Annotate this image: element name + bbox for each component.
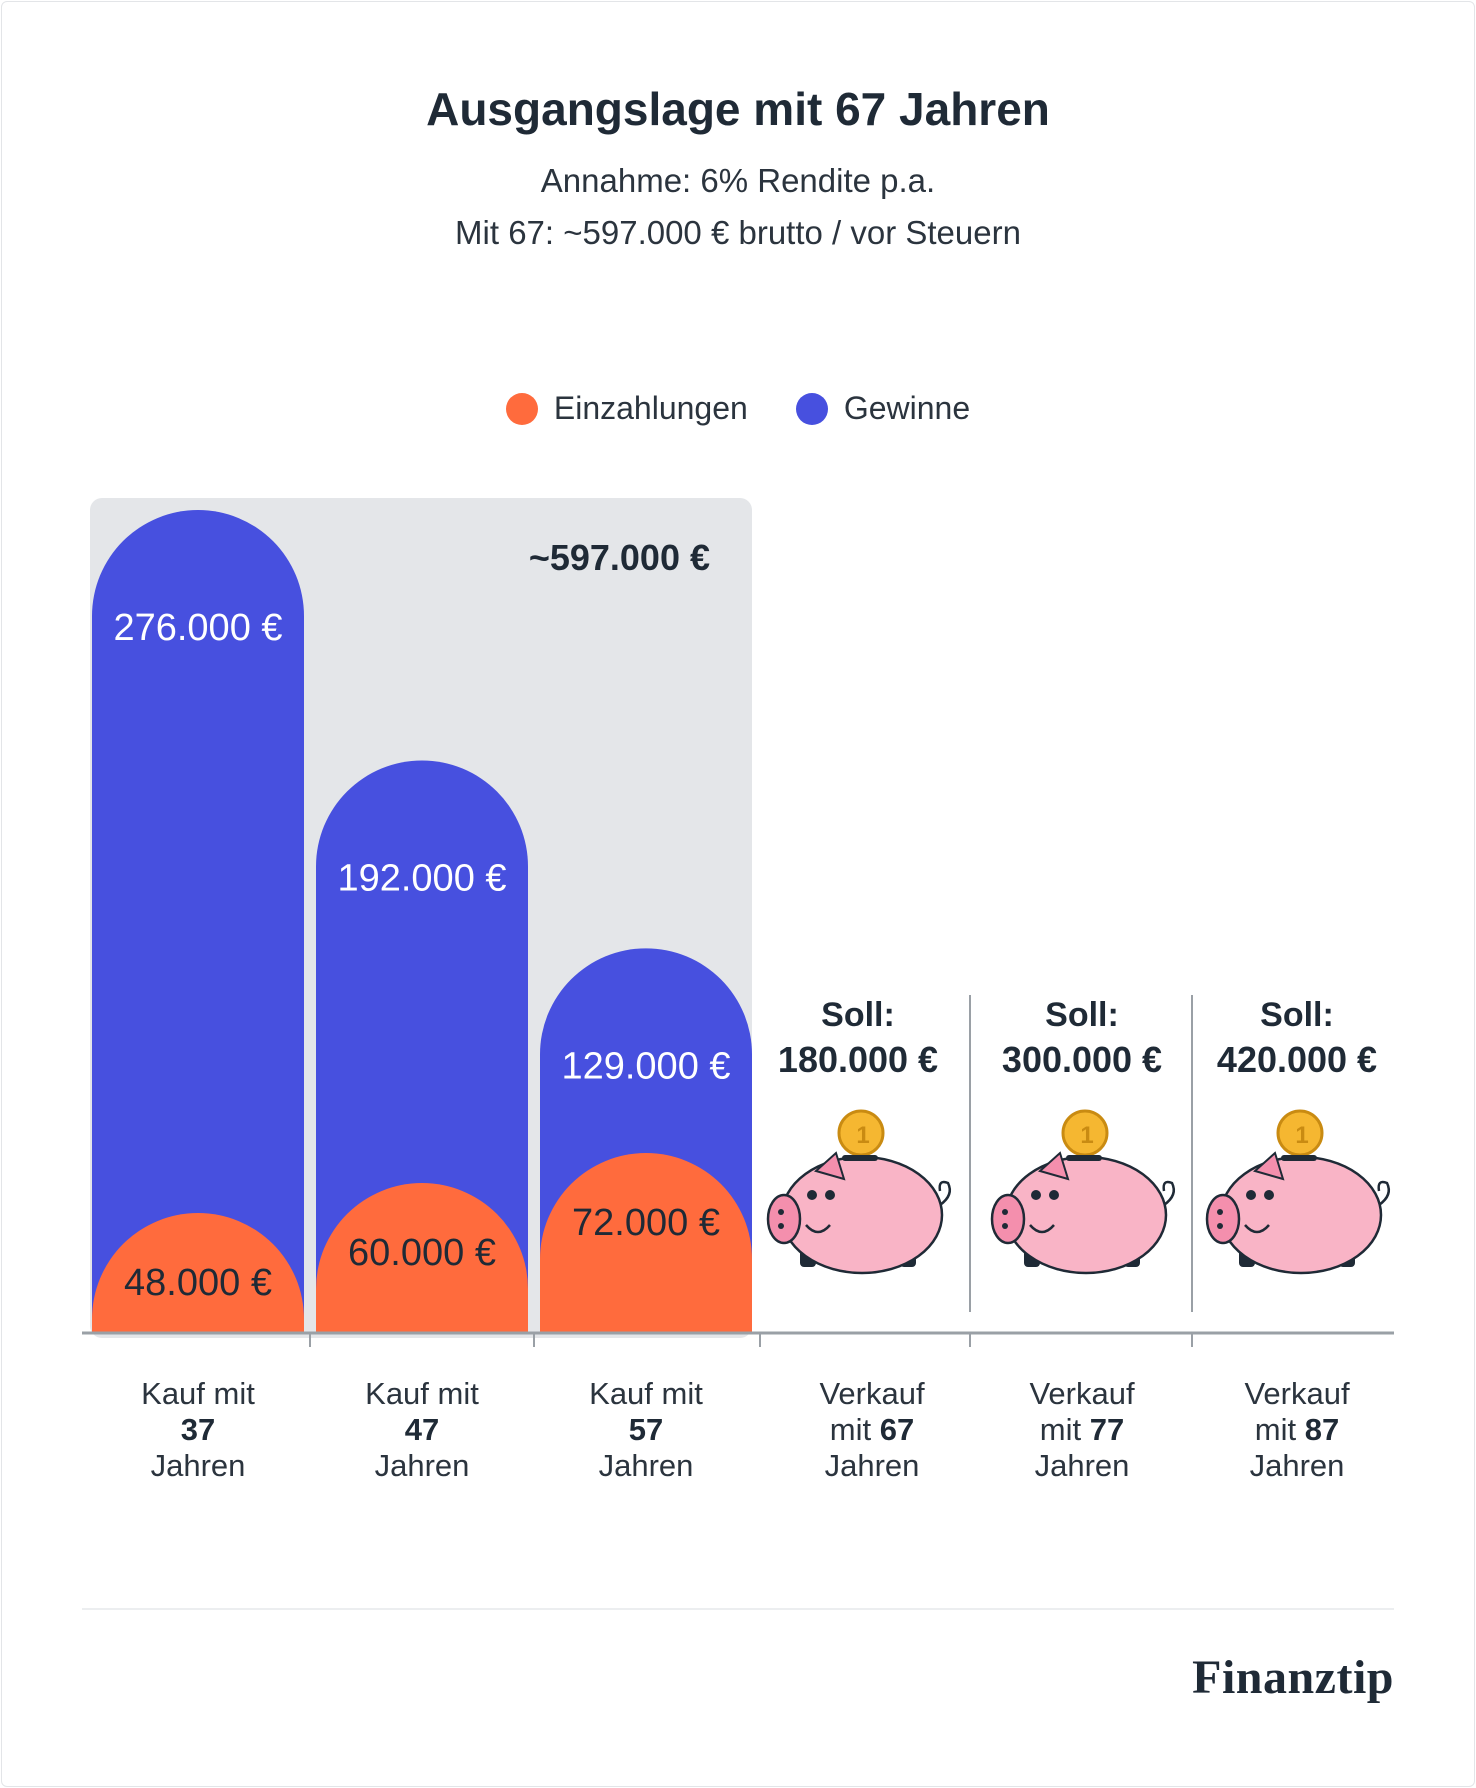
brand-logo: Finanztip [1192,1651,1394,1704]
legend-label-einzahlungen: Einzahlungen [553,390,748,426]
target-soll-label-1: Soll: [1045,996,1119,1034]
piggy-icon-0 [780,1155,944,1275]
piggy-ear-1 [1037,1151,1070,1181]
target-value-1: 300.000 € [1002,1039,1162,1080]
x-label-mit-4: mit [1040,1412,1090,1447]
piggy-nostril-a-1 [1002,1209,1008,1215]
piggy-nostril-b-2 [1217,1223,1223,1229]
x-label-line3-3: Jahren [825,1448,920,1483]
x-label-line2-3: mit 67 [830,1412,914,1447]
x-label-line3-4: Jahren [1035,1448,1130,1483]
x-label-line1-4: Verkauf [1029,1376,1135,1411]
piggy-icon-1 [1004,1155,1168,1275]
target-soll-label-2: Soll: [1260,996,1334,1034]
x-label-line1-1: Kauf mit [365,1376,479,1411]
piggy-tail-2 [1377,1180,1390,1207]
bar-einzahlungen-2 [540,1153,752,1333]
x-label-line3-5: Jahren [1250,1448,1345,1483]
piggy-tail-1 [1162,1180,1175,1207]
x-label-line1-0: Kauf mit [141,1376,255,1411]
chart-title: Ausgangslage mit 67 Jahren [426,83,1050,135]
piggy-eye-a-1 [1031,1190,1041,1200]
bar-chart: ~597.000 € 276.000 € 48.000 € 192.000 € 60.0… [82,498,1394,1483]
piggy-tail-0 [938,1180,951,1207]
legend-item-gewinne: Gewinne [795,390,971,427]
x-label-line2-0: 37 [181,1412,215,1447]
x-label-line2-5: mit 87 [1255,1412,1339,1447]
x-label-line2-2: 57 [629,1412,663,1447]
piggy-snout-2 [1205,1193,1241,1245]
piggy-eye-a-0 [807,1190,817,1200]
target-value-0: 180.000 € [778,1039,938,1080]
piggy-slot-2 [1281,1155,1317,1161]
piggy-eye-a-2 [1246,1190,1256,1200]
piggy-eye-b-1 [1049,1190,1059,1200]
label-einzahlungen-2: 72.000 € [572,1202,720,1244]
x-label-line3-2: Jahren [599,1448,694,1483]
x-label-mit-3: mit [830,1412,880,1447]
target-value-2: 420.000 € [1217,1039,1377,1080]
target-soll-label-0: Soll: [821,996,895,1034]
label-gewinne-0: 276.000 € [113,607,282,649]
piggy-smile-0 [805,1224,831,1234]
legend-label-gewinne: Gewinne [843,390,971,426]
piggy-nostril-b-0 [778,1223,784,1229]
piggy-nostril-a-2 [1217,1209,1223,1215]
bar-einzahlungen-0 [92,1213,304,1333]
piggy-smile-2 [1244,1224,1270,1234]
coin-digit-0: 1 [856,1122,869,1149]
piggy-eye-b-0 [825,1190,835,1200]
chart-subtitle-total: Mit 67: ~597.000 € brutto / vor Steuern [455,214,1021,251]
coin-digit-2: 1 [1295,1122,1308,1149]
piggy-slot-1 [1066,1155,1102,1161]
label-einzahlungen-0: 48.000 € [124,1262,272,1304]
x-label-line1-3: Verkauf [819,1376,925,1411]
x-label-line1-2: Kauf mit [589,1376,703,1411]
piggy-smile-1 [1029,1224,1055,1234]
bar-gewinne-0 [92,510,304,1333]
piggy-icon-2 [1219,1155,1383,1275]
x-label-age-3: 67 [880,1412,914,1447]
piggy-slot-0 [842,1155,878,1161]
coin-digit-1: 1 [1080,1122,1093,1149]
x-label-line2-4: mit 77 [1040,1412,1124,1447]
legend-swatch-gewinne [795,392,828,425]
piggy-snout-0 [766,1193,802,1245]
piggy-ear-0 [813,1151,846,1181]
x-label-line1-5: Verkauf [1244,1376,1350,1411]
x-label-age-5: 87 [1305,1412,1339,1447]
legend-item-einzahlungen: Einzahlungen [505,390,748,427]
x-label-line3-0: Jahren [151,1448,246,1483]
x-label-mit-5: mit [1255,1412,1305,1447]
label-gewinne-2: 129.000 € [561,1045,730,1087]
x-label-line2-1: 47 [405,1412,439,1447]
label-einzahlungen-1: 60.000 € [348,1232,496,1274]
piggy-ear-2 [1252,1151,1285,1181]
x-label-age-4: 77 [1090,1412,1124,1447]
piggy-eye-b-2 [1264,1190,1274,1200]
footer-divider [82,1608,1394,1610]
bar-einzahlungen-1 [316,1183,528,1333]
bar-gewinne-1 [316,760,528,1333]
label-gewinne-1: 192.000 € [337,857,506,899]
total-label: ~597.000 € [529,537,710,578]
legend: Einzahlungen Gewinne [0,390,1476,427]
legend-swatch-einzahlungen [505,392,538,425]
piggy-snout-1 [990,1193,1026,1245]
piggy-nostril-a-0 [778,1209,784,1215]
piggy-nostril-b-1 [1002,1223,1008,1229]
chart-subtitle-assumption: Annahme: 6% Rendite p.a. [540,162,936,199]
x-label-line3-1: Jahren [375,1448,470,1483]
